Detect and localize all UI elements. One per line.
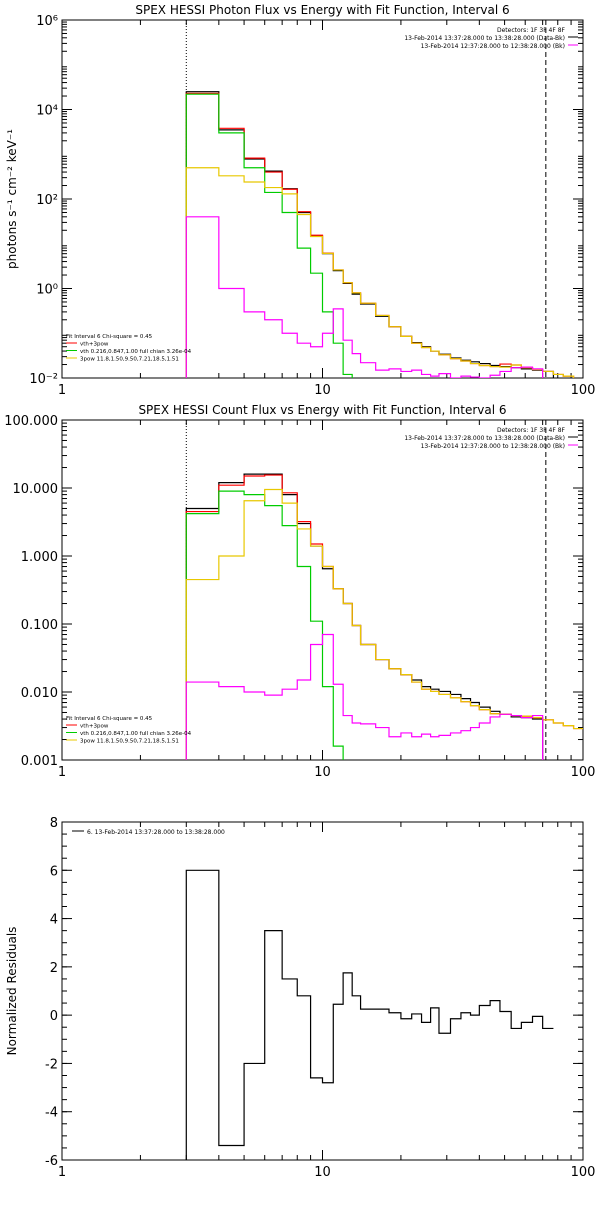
chart-2-series-vth-3pow bbox=[185, 474, 583, 760]
chart-1-x-tick-label: 10 bbox=[314, 383, 331, 398]
chart-1-title: SPEX HESSI Photon Flux vs Energy with Fi… bbox=[135, 3, 509, 17]
chart-3-plot-area bbox=[185, 869, 554, 1160]
chart-1-x-ticks: 1 10 100 bbox=[58, 20, 596, 398]
chart-1-y-tick-label: 10⁴ bbox=[36, 104, 58, 119]
chart-3-y-tick-label: 2 bbox=[50, 961, 58, 976]
chart-2-axes-frame bbox=[61, 419, 584, 761]
chart-3-y-tick-label: 0 bbox=[50, 1009, 58, 1024]
chart-3-ylabel: Normalized Residuals bbox=[5, 927, 19, 1056]
chart-1: SPEX HESSI Photon Flux vs Energy with Fi… bbox=[5, 3, 595, 398]
chart-3-y-tick-label: -4 bbox=[45, 1106, 58, 1121]
chart-2-series-bk bbox=[185, 633, 544, 760]
chart-1-legend-entry: 3pow 11.8,1.50,9.50,7.21,18.5,1.51 bbox=[80, 357, 179, 363]
chart-1-legend-entry: 13-Feb-2014 12:37:28.000 to 12:38:28.000… bbox=[421, 43, 565, 50]
chart-3-axes-frame bbox=[61, 821, 584, 1161]
chart-2-x-tick-label: 1 bbox=[58, 765, 66, 780]
chart-3-x-tick-label: 10 bbox=[314, 1165, 331, 1180]
chart-2-y-tick-label: 0.100 bbox=[21, 618, 58, 633]
chart-2-legend-entry: Fit Interval 6 Chi-square = 0.45 bbox=[66, 716, 153, 722]
chart-3-y-tick-label: -6 bbox=[45, 1154, 58, 1169]
chart-2-legend-entry: 3pow 11.8,1.50,9.50,7.21,18.5,1.51 bbox=[80, 739, 179, 745]
chart-1-y-tick-label: 10⁶ bbox=[36, 14, 58, 29]
chart-1-y-tick-label: 10² bbox=[36, 193, 58, 208]
chart-1-x-tick-label: 1 bbox=[58, 383, 66, 398]
chart-2-y-tick-label: 1.000 bbox=[21, 550, 58, 565]
chart-3-x-ticks: 1 10 100 bbox=[58, 822, 596, 1180]
chart-2-series-3pow bbox=[185, 488, 583, 760]
chart-1-y-tick-label: 10⁰ bbox=[36, 283, 58, 298]
chart-2-x-tick-label: 100 bbox=[571, 765, 596, 780]
chart-2-y-tick-label: 10.000 bbox=[13, 482, 59, 497]
chart-2-y-tick-label: 0.001 bbox=[21, 754, 58, 769]
chart-2-plot-area bbox=[185, 473, 583, 760]
chart-1-series-3pow bbox=[185, 167, 575, 378]
chart-2-legend-entry: vth 0.216,0.847,1.00 full chian 3.26e-04 bbox=[80, 731, 192, 737]
chart-1-ylabel: photons s⁻¹ cm⁻² keV⁻¹ bbox=[5, 129, 19, 269]
chart-2: SPEX HESSI Count Flux vs Energy with Fit… bbox=[4, 403, 595, 780]
chart-2-legend-entry: Detectors: 1F 3F 4F 8F bbox=[497, 427, 566, 434]
chart-2-series-data-bk bbox=[185, 473, 544, 760]
chart-1-series-data-bk bbox=[185, 91, 555, 378]
chart-1-legend-entry: 13-Feb-2014 13:37:28.000 to 13:38:28.000… bbox=[404, 35, 565, 42]
chart-2-y-tick-label: 0.010 bbox=[21, 686, 58, 701]
chart-1-legend-entry: vth+3pow bbox=[80, 342, 109, 348]
chart-2-legend-entry: vth+3pow bbox=[80, 724, 109, 730]
chart-1-axes-frame bbox=[61, 19, 584, 379]
chart-3-y-ticks: -6 -4 -2 0 2 4 6 8 bbox=[45, 816, 583, 1169]
chart-3-y-tick-label: 8 bbox=[50, 816, 58, 831]
chart-1-legend-entry: vth 0.216,0.847,1.00 full chian 3.26e-04 bbox=[80, 349, 192, 355]
chart-1-legend-bottom: Fit Interval 6 Chi-square = 0.45 vth+3pow… bbox=[66, 334, 192, 363]
chart-3-y-tick-label: 6 bbox=[50, 864, 58, 879]
chart-1-plot-area bbox=[185, 91, 575, 378]
chart-1-y-tick-label: 10⁻² bbox=[29, 372, 58, 387]
chart-2-y-tick-label: 100.000 bbox=[4, 414, 58, 429]
chart-3: Normalized Residuals 1 10 100 -6 -4 -2 0 2 4 6 8 6. … bbox=[5, 816, 595, 1180]
chart-2-x-tick-label: 10 bbox=[314, 765, 331, 780]
chart-2-legend-bottom: Fit Interval 6 Chi-square = 0.45 vth+3pow… bbox=[66, 716, 192, 745]
chart-3-y-tick-label: 4 bbox=[50, 913, 58, 928]
chart-1-x-tick-label: 100 bbox=[571, 383, 596, 398]
chart-1-series-bk bbox=[185, 216, 544, 378]
chart-3-y-tick-label: -2 bbox=[45, 1057, 58, 1072]
chart-3-legend-entry: 6. 13-Feb-2014 13:37:28.000 to 13:38:28.… bbox=[87, 829, 225, 836]
chart-3-legend-top: 6. 13-Feb-2014 13:37:28.000 to 13:38:28.… bbox=[72, 829, 225, 836]
chart-1-legend-entry: Detectors: 1F 3F 4F 8F bbox=[497, 27, 566, 34]
chart-1-y-ticks: 10⁻² 10⁰ 10² 10⁴ 10⁶ bbox=[29, 14, 583, 387]
chart-1-series-vth-3pow bbox=[185, 92, 575, 378]
chart-1-series-vth bbox=[185, 93, 353, 378]
chart-3-x-tick-label: 100 bbox=[571, 1165, 596, 1180]
chart-2-x-ticks: 1 10 100 bbox=[58, 420, 596, 780]
chart-2-y-ticks: 0.001 0.010 0.100 1.000 10.000 100.000 bbox=[4, 414, 583, 769]
chart-3-series-residuals bbox=[185, 869, 554, 1160]
chart-2-title: SPEX HESSI Count Flux vs Energy with Fit… bbox=[138, 403, 506, 417]
chart-2-legend-entry: 13-Feb-2014 13:37:28.000 to 13:38:28.000… bbox=[404, 435, 565, 442]
chart-1-legend-entry: Fit Interval 6 Chi-square = 0.45 bbox=[66, 334, 153, 340]
chart-3-x-tick-label: 1 bbox=[58, 1165, 66, 1180]
chart-2-series-vth bbox=[185, 490, 344, 760]
chart-2-legend-entry: 13-Feb-2014 12:37:28.000 to 12:38:28.000… bbox=[421, 443, 565, 450]
